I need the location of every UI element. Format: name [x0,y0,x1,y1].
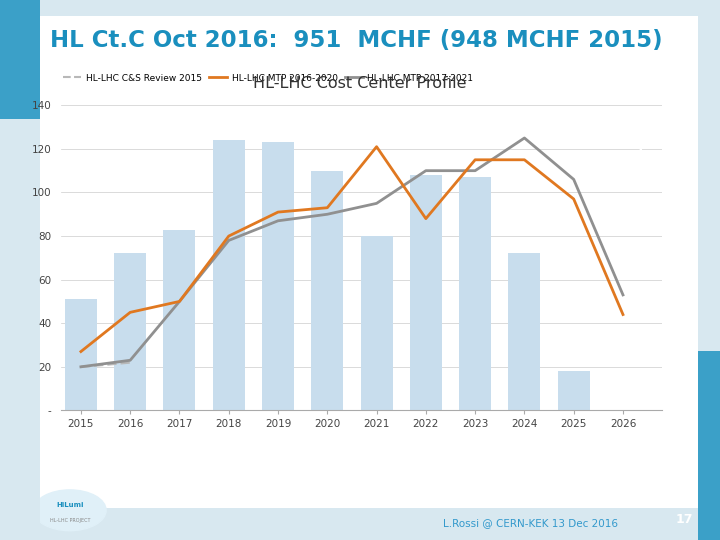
Bar [163,230,196,410]
Legend: HL-LHC C&S Review 2015, HL-LHC MTP 2016-2020, HL-LHC MTP 2017-2021: HL-LHC C&S Review 2015, HL-LHC MTP 2016-… [60,70,477,86]
Text: HL-LHC Cost Center Profile: HL-LHC Cost Center Profile [253,76,467,91]
Bar [361,236,392,410]
Text: Big drivers:: Big drivers: [253,452,330,465]
Text: HL-LHC PROJECT: HL-LHC PROJECT [50,517,90,523]
Bar [262,143,294,410]
Text: HL Ct.C Oct 2016:  951  MCHF (948 MCHF 2015): HL Ct.C Oct 2016: 951 MCHF (948 MCHF 201… [50,29,663,52]
Bar [114,253,146,410]
Bar [459,177,491,410]
Bar [65,299,97,410]
Text: L.Rossi @ CERN-KEK 13 Dec 2016: L.Rossi @ CERN-KEK 13 Dec 2016 [443,518,618,528]
Bar [508,253,541,410]
Bar [410,175,442,410]
Bar [311,171,343,410]
Bar [212,140,245,410]
Bar [558,371,590,410]
Text: 17: 17 [675,513,693,526]
Text: HiLumi: HiLumi [56,502,84,509]
Text: Budget
officer: Budget officer [615,149,668,178]
Text: Magnet Systems, C.E., CC, Cryo, Coll.: Magnet Systems, C.E., CC, Cryo, Coll. [253,461,502,474]
Circle shape [34,490,106,531]
